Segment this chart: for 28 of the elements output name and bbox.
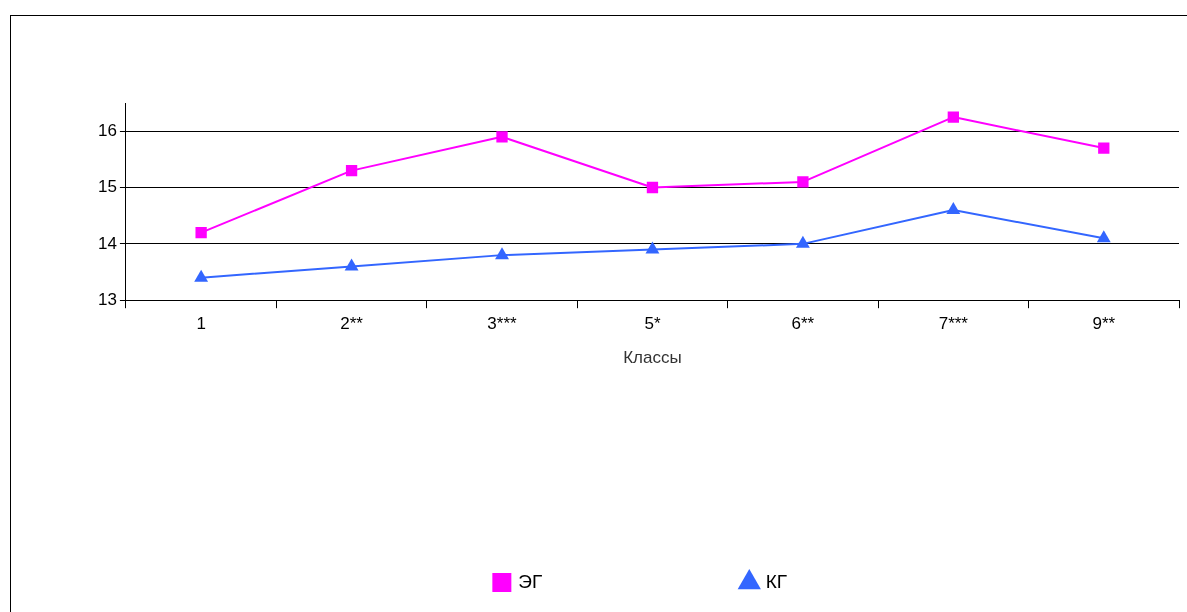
point [344,258,359,271]
x-tick-label: 5* [644,314,661,334]
point [1096,230,1111,243]
point [645,241,660,254]
x-axis-title: Классы [623,348,682,368]
point [797,176,809,188]
x-tick-label: 9** [1092,314,1116,334]
legend-label: ЭГ [518,570,543,592]
point [495,247,509,260]
point [194,269,209,282]
point [345,164,358,177]
y-tick-label: 16 [97,120,117,140]
point [496,131,508,143]
point [947,111,959,123]
x-tick-label: 7*** [938,314,969,334]
y-tick-label: 14 [97,233,117,253]
point [646,181,659,194]
point [1098,142,1110,154]
y-tick-label: 13 [97,289,117,309]
point [195,226,207,239]
point [795,235,810,248]
x-tick-label: 1 [196,314,206,334]
y-tick-label: 15 [97,177,117,197]
legend-label: КГ [765,570,788,592]
x-tick-label: 3*** [487,314,518,334]
point [946,202,961,215]
x-tick-label: 6** [791,314,815,334]
x-tick-label: 2** [340,314,364,334]
